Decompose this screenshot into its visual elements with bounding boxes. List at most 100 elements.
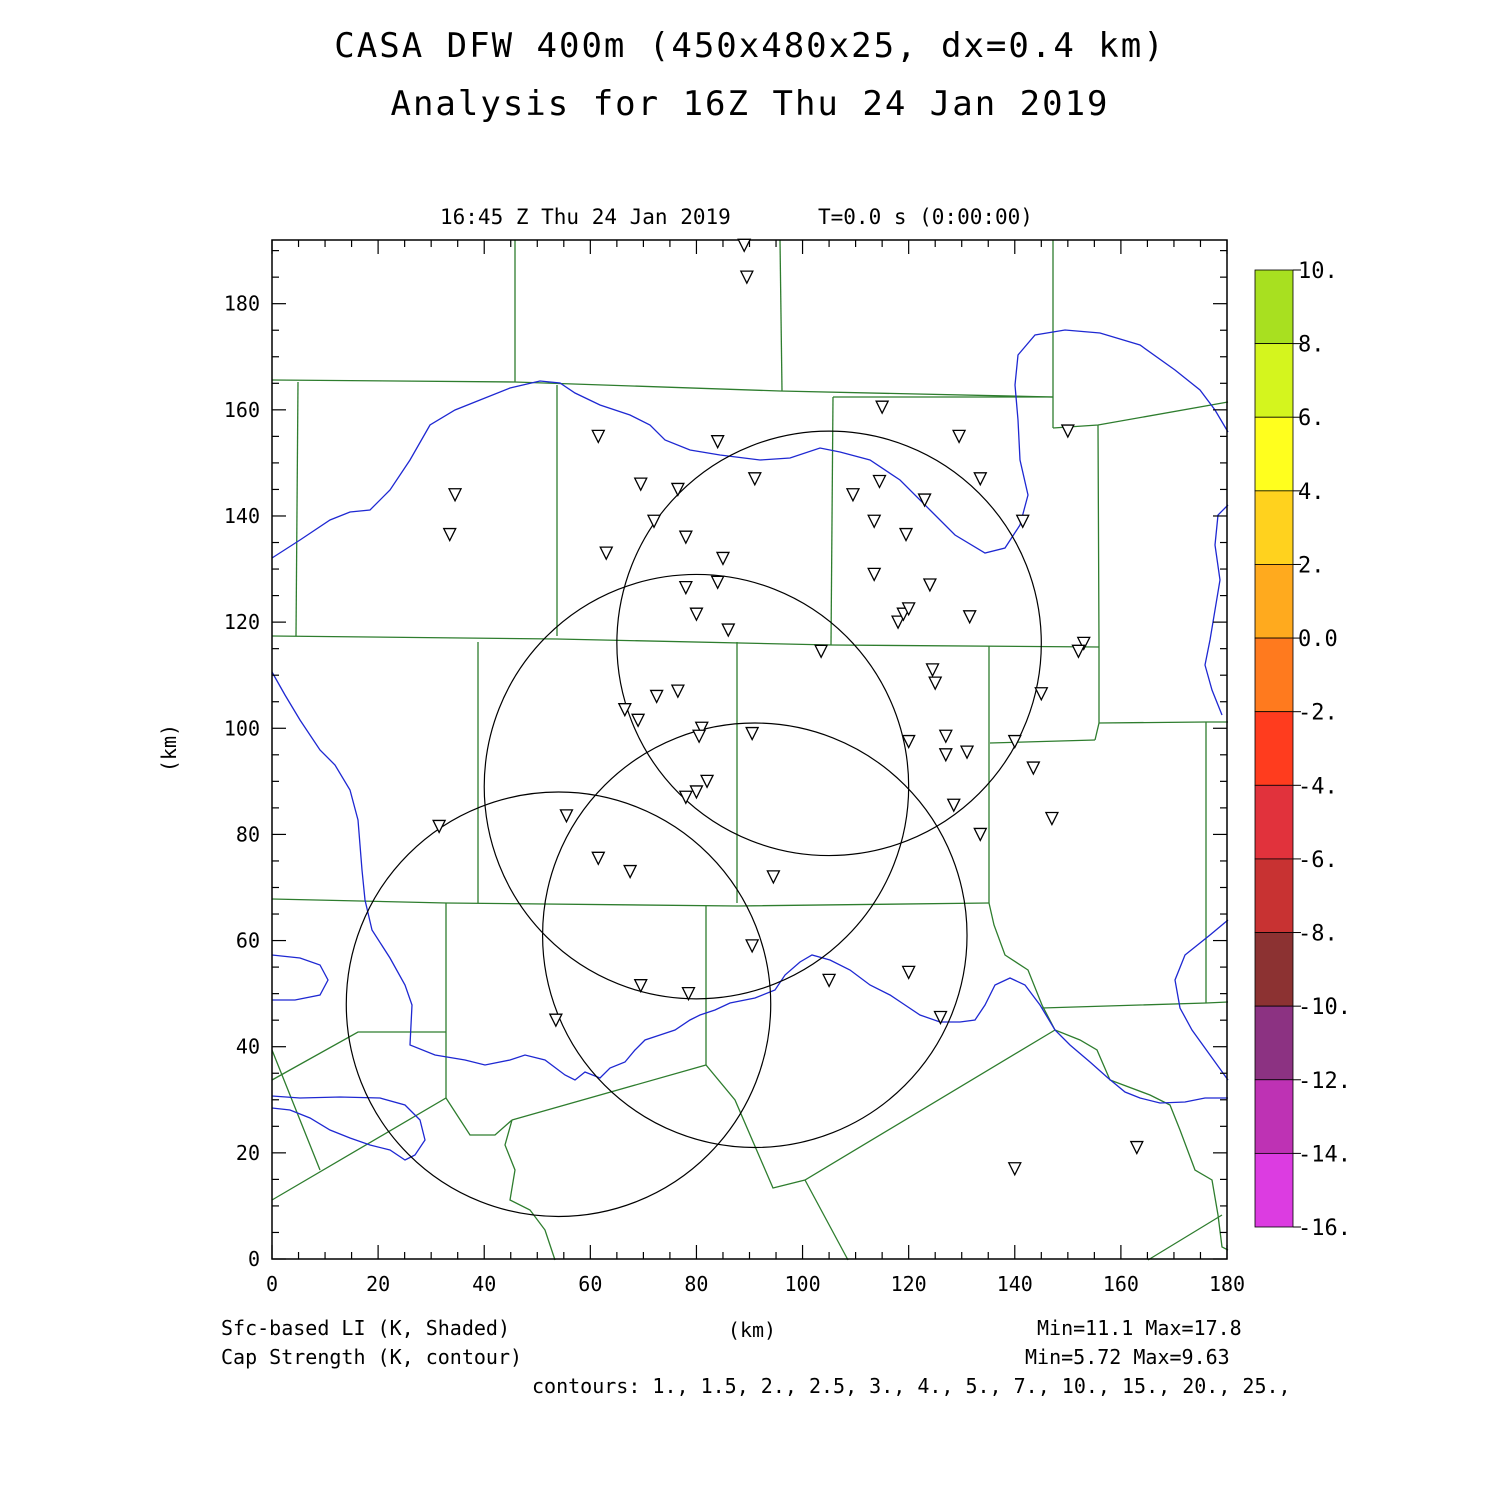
station-marker <box>694 721 709 736</box>
colorbar-label: -12. <box>1298 1069 1351 1094</box>
colorbar-label: -14. <box>1298 1142 1351 1167</box>
x-axis-label: (km) <box>728 1318 776 1342</box>
station-marker <box>933 1010 948 1025</box>
colorbar-label: -2. <box>1298 701 1338 726</box>
axis-tick-labels: 0 20 40 60 80 100 120 140 160 180 0 20 40 60 80 100 120 1… <box>224 292 1245 1296</box>
x-tick-label: 180 <box>1209 1272 1245 1296</box>
station-marker <box>745 939 760 954</box>
station-marker <box>872 474 887 489</box>
x-tick-label: 140 <box>997 1272 1033 1296</box>
contour-field-label: Cap Strength (K, contour) <box>221 1345 523 1369</box>
station-marker <box>973 472 988 487</box>
colorbar-label: 2. <box>1298 553 1325 578</box>
station-marker <box>901 734 916 749</box>
colorbar-segment <box>1254 1005 1294 1081</box>
water-features <box>271 329 1229 1161</box>
station-marker <box>1044 811 1059 826</box>
station-marker <box>946 798 961 813</box>
station-marker <box>867 514 882 529</box>
station-marker <box>925 663 940 678</box>
station-marker <box>814 644 829 659</box>
station-marker <box>548 1013 563 1028</box>
valid-time-label: 16:45 Z Thu 24 Jan 2019 <box>440 205 731 229</box>
station-marker <box>678 580 693 596</box>
y-tick-label: 120 <box>224 610 260 634</box>
colorbar-segment <box>1254 637 1294 713</box>
station-marker <box>633 979 648 994</box>
y-tick-label: 160 <box>224 398 260 422</box>
station-marker <box>1026 761 1041 776</box>
x-tick-label: 160 <box>1103 1272 1139 1296</box>
station-marker <box>962 610 977 625</box>
radar-ring <box>345 791 772 1218</box>
station-marker <box>973 827 988 842</box>
station-marker <box>710 575 725 590</box>
colorbar-label: 0.0 <box>1298 627 1338 652</box>
station-marker <box>875 400 890 415</box>
station-marker <box>739 270 754 285</box>
station-marker <box>928 676 943 691</box>
station-marker <box>710 435 725 450</box>
x-tick-label: 40 <box>472 1272 496 1296</box>
y-tick-label: 80 <box>236 822 260 846</box>
radar-ring <box>616 430 1042 857</box>
station-marker <box>1060 424 1075 439</box>
station-marker <box>1007 1162 1022 1177</box>
x-tick-label: 80 <box>684 1272 708 1296</box>
y-axis-label: (km) <box>157 724 181 772</box>
station-marker <box>891 615 906 630</box>
station-marker <box>442 527 457 543</box>
colorbar-segment <box>1254 490 1294 565</box>
station-marker <box>898 527 914 543</box>
colorbar-segment <box>1254 711 1294 786</box>
station-marker <box>670 684 685 699</box>
y-tick-label: 0 <box>248 1247 260 1271</box>
y-tick-label: 140 <box>224 504 260 528</box>
station-marker <box>447 488 463 503</box>
colorbar-label: -6. <box>1298 848 1338 873</box>
colorbar-segment <box>1254 1152 1294 1228</box>
station-marker <box>822 973 837 988</box>
station-marker <box>670 482 685 497</box>
y-tick-label: 180 <box>224 292 260 316</box>
station-marker <box>747 472 762 487</box>
station-marker <box>867 567 882 582</box>
station-marker <box>617 703 632 718</box>
x-tick-label: 20 <box>366 1272 390 1296</box>
contour-minmax: Min=5.72 Max=9.63 <box>1025 1345 1230 1369</box>
y-tick-label: 40 <box>236 1035 260 1059</box>
station-marker <box>1015 514 1030 529</box>
colorbar-label: -10. <box>1298 995 1351 1020</box>
plot-frame <box>271 239 1228 1260</box>
colorbar-segment <box>1254 269 1294 345</box>
plot-title: CASA DFW 400m (450x480x25, dx=0.4 km) <box>334 26 1166 66</box>
colorbar-segment <box>1254 343 1294 418</box>
station-marker <box>432 819 447 834</box>
x-tick-label: 0 <box>266 1272 278 1296</box>
station-marker <box>766 870 781 885</box>
station-marker <box>633 477 648 492</box>
colorbar-label: -16. <box>1298 1216 1351 1241</box>
station-marker <box>599 546 614 561</box>
station-marker <box>938 748 953 763</box>
colorbar-label: 8. <box>1298 333 1325 358</box>
radar-ring <box>541 722 968 1149</box>
station-marker <box>678 530 693 545</box>
colorbar: 10. 8. 6. 4. 2. 0.0 -2. -4. -6. -8. -10. -12. -14. -1… <box>1254 259 1351 1241</box>
colorbar-label: 10. <box>1298 259 1338 284</box>
station-marker <box>938 729 953 744</box>
station-marker <box>631 713 646 728</box>
station-marker <box>623 864 638 880</box>
colorbar-label: -8. <box>1298 922 1338 947</box>
station-marker <box>1034 687 1049 702</box>
colorbar-segment <box>1254 784 1294 860</box>
radar-range-rings <box>345 430 1042 1218</box>
station-marker <box>715 551 731 566</box>
station-marker <box>1076 636 1091 651</box>
station-marker <box>737 238 752 253</box>
y-tick-label: 100 <box>224 716 260 740</box>
station-marker <box>692 729 707 744</box>
plot-subtitle: Analysis for 16Z Thu 24 Jan 2019 <box>390 84 1110 124</box>
station-marker <box>922 578 937 593</box>
axis-ticks <box>271 240 1228 1260</box>
